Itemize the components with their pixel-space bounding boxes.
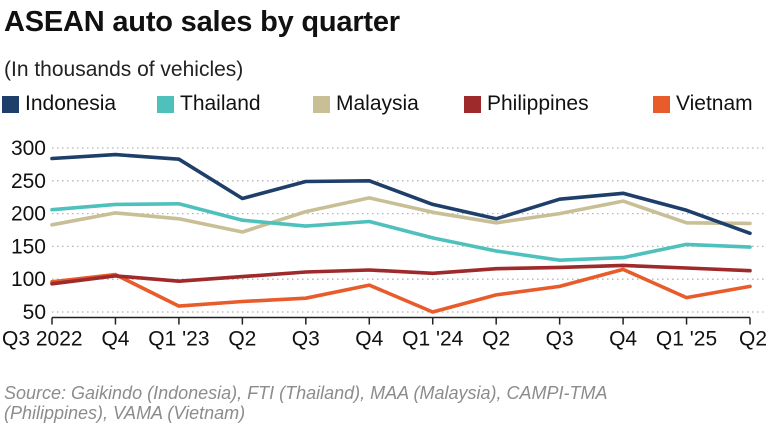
legend-swatch-vietnam: [653, 95, 670, 113]
chart-title: ASEAN auto sales by quarter: [4, 6, 400, 38]
y-tick-label-300: 300: [11, 137, 46, 160]
legend-item-philippines: Philippines: [464, 92, 589, 116]
legend-item-vietnam: Vietnam: [653, 92, 753, 116]
legend-swatch-thailand: [157, 95, 174, 113]
x-tick-label-2: Q1 '23: [148, 328, 209, 351]
x-tick-label-9: Q4: [609, 328, 637, 351]
series-line-thailand: [50, 202, 752, 262]
line-chart: 300 250 200 150 100 50 Q3 2022 Q4 Q1 '23 Q2 Q3 Q4 Q1…: [2, 137, 767, 351]
chart-subtitle: (In thousands of vehicles): [4, 58, 244, 81]
x-tick-label-4: Q3: [292, 328, 320, 351]
y-tick-label-100: 100: [11, 268, 46, 291]
x-tick-label-10: Q1 '25: [656, 328, 717, 351]
x-tick-label-0: Q3 2022: [2, 328, 83, 351]
series-line-philippines: [50, 263, 752, 286]
source-note: Source: Gaikindo (Indonesia), FTI (Thail…: [4, 383, 608, 423]
y-tick-label-250: 250: [11, 170, 46, 193]
legend-swatch-malaysia: [313, 95, 330, 113]
legend-label-vietnam: Vietnam: [676, 92, 753, 115]
series-line-vietnam: [50, 267, 752, 314]
series-line-malaysia: [50, 196, 752, 234]
x-tick-label-6: Q1 '24: [402, 328, 464, 351]
legend: Indonesia Thailand Malaysia Philippines …: [2, 92, 767, 122]
x-tick-label-3: Q2: [228, 328, 256, 351]
legend-label-indonesia: Indonesia: [25, 92, 117, 115]
legend-item-indonesia: Indonesia: [2, 92, 116, 116]
legend-label-philippines: Philippines: [487, 92, 589, 115]
x-tick-label-11: Q2: [739, 328, 767, 351]
legend-label-malaysia: Malaysia: [336, 92, 419, 115]
legend-swatch-indonesia: [2, 95, 19, 113]
y-tick-label-150: 150: [11, 235, 46, 258]
x-tick-label-1: Q4: [101, 328, 129, 351]
x-tick-label-7: Q2: [482, 328, 510, 351]
x-tick-label-8: Q3: [546, 328, 574, 351]
y-tick-label-200: 200: [11, 203, 46, 226]
legend-swatch-philippines: [464, 95, 481, 113]
x-tick-label-5: Q4: [355, 328, 383, 351]
legend-item-malaysia: Malaysia: [313, 92, 419, 116]
legend-item-thailand: Thailand: [157, 92, 261, 116]
series-line-indonesia: [50, 152, 752, 236]
y-tick-label-50: 50: [23, 301, 46, 324]
legend-label-thailand: Thailand: [180, 92, 261, 115]
